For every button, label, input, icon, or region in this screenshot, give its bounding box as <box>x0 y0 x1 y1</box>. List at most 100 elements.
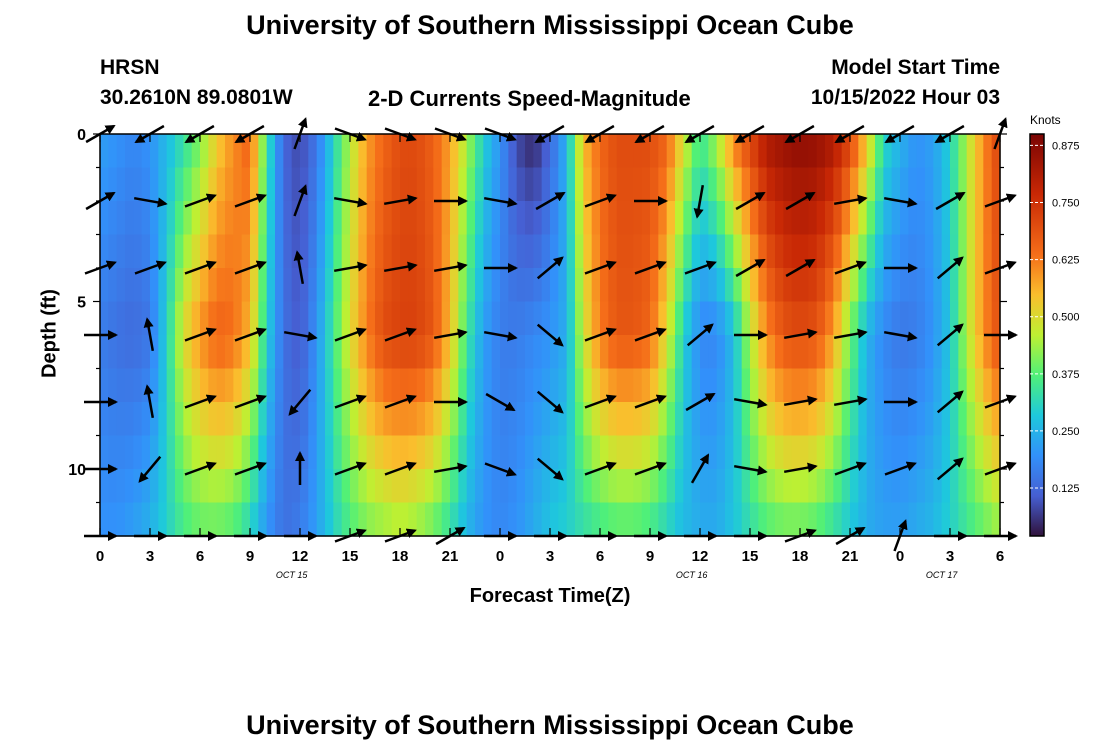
heatmap-cell <box>116 268 126 303</box>
heatmap-cell <box>958 134 968 169</box>
heatmap-cell <box>733 469 743 504</box>
heatmap-cell <box>358 167 368 202</box>
heatmap-cell <box>258 167 268 202</box>
heatmap-cell <box>125 402 134 437</box>
heatmap-cell <box>525 335 534 370</box>
heatmap-cell <box>783 201 793 236</box>
heatmap-cell <box>250 435 259 470</box>
heatmap-cell <box>558 435 568 470</box>
heatmap-cell <box>500 435 509 470</box>
heatmap-cell <box>316 335 326 370</box>
heatmap-cell <box>316 402 326 437</box>
heatmap-cell <box>575 201 584 236</box>
heatmap-cell <box>800 368 809 403</box>
heatmap-cell <box>100 469 109 504</box>
heatmap-cell <box>258 201 268 236</box>
x-tick-label: 9 <box>646 548 654 565</box>
model-start-label: Model Start Time <box>831 56 1000 79</box>
heatmap-cell <box>216 201 226 236</box>
current-vector <box>634 394 667 409</box>
heatmap-cell <box>258 134 268 169</box>
heatmap-cell <box>183 435 193 470</box>
heatmap-cell <box>116 502 126 537</box>
heatmap-cell <box>991 134 1001 169</box>
heatmap-cell <box>750 201 759 236</box>
heatmap-cell <box>116 402 126 437</box>
heatmap-cell <box>133 301 143 336</box>
heatmap-cell <box>725 469 734 504</box>
heatmap-cell <box>883 435 893 470</box>
heatmap-cell <box>316 201 326 236</box>
current-vector <box>234 193 267 208</box>
heatmap-cell <box>175 368 184 403</box>
heatmap-cell <box>666 134 676 169</box>
heatmap-cell <box>691 268 701 303</box>
current-vector <box>143 384 155 419</box>
heatmap-cell <box>633 402 643 437</box>
heatmap-cell <box>925 268 934 303</box>
heatmap-cell <box>191 402 201 437</box>
heatmap-cell <box>233 134 243 169</box>
heatmap-cell <box>808 301 818 336</box>
heatmap-cell <box>683 435 693 470</box>
heatmap-cell <box>883 268 893 303</box>
heatmap-cell <box>416 502 426 537</box>
heatmap-cell <box>575 134 584 169</box>
heatmap-cell <box>675 268 684 303</box>
heatmap-cell <box>525 301 534 336</box>
heatmap-cell <box>658 502 668 537</box>
heatmap-cell <box>783 402 793 437</box>
current-vector <box>234 260 267 275</box>
current-vector <box>883 330 918 342</box>
heatmap-cell <box>583 435 593 470</box>
heatmap-cell <box>991 301 1001 336</box>
heatmap-cell <box>875 402 884 437</box>
heatmap-cell <box>175 435 184 470</box>
heatmap-cell <box>141 402 151 437</box>
heatmap-cell <box>650 268 659 303</box>
heatmap-cell <box>750 167 759 202</box>
heatmap-cell <box>541 167 551 202</box>
heatmap-cell <box>608 402 618 437</box>
heatmap-cell <box>475 402 484 437</box>
heatmap-cell <box>100 268 109 303</box>
heatmap-cell <box>516 368 526 403</box>
heatmap-cell <box>958 201 968 236</box>
heatmap-cell <box>875 234 884 269</box>
heatmap-cell <box>500 368 509 403</box>
heatmap-cell <box>683 134 693 169</box>
y-tick-label: 10 <box>68 462 86 479</box>
heatmap-cell <box>158 301 168 336</box>
heatmap-cell <box>766 167 776 202</box>
heatmap-cell <box>641 134 651 169</box>
heatmap-cell <box>750 134 759 169</box>
heatmap-cell <box>583 167 593 202</box>
heatmap-cell <box>941 502 951 537</box>
heatmap-cell <box>775 301 784 336</box>
heatmap-cell <box>500 402 509 437</box>
heatmap-cell <box>600 368 609 403</box>
heatmap-cell <box>450 402 459 437</box>
heatmap-cell <box>200 502 209 537</box>
heatmap-cell <box>641 402 651 437</box>
heatmap-cell <box>925 368 934 403</box>
heatmap-cell <box>691 134 701 169</box>
heatmap-cell <box>475 435 484 470</box>
heatmap-cell <box>433 435 443 470</box>
heatmap-cell <box>208 335 218 370</box>
heatmap-cell <box>883 402 893 437</box>
heatmap-cell <box>683 201 693 236</box>
heatmap-cell <box>208 469 218 504</box>
station-location: 30.2610N 89.0801W <box>100 86 293 109</box>
heatmap-cell <box>133 469 143 504</box>
heatmap-cell <box>216 134 226 169</box>
heatmap-cell <box>800 201 809 236</box>
date-label: OCT 17 <box>926 570 959 580</box>
heatmap-cell <box>516 502 526 537</box>
heatmap-cell <box>858 435 868 470</box>
heatmap-cell <box>608 435 618 470</box>
heatmap-cell <box>416 301 426 336</box>
heatmap-cell <box>325 335 334 370</box>
heatmap-cell <box>400 234 409 269</box>
heatmap-cell <box>750 402 759 437</box>
